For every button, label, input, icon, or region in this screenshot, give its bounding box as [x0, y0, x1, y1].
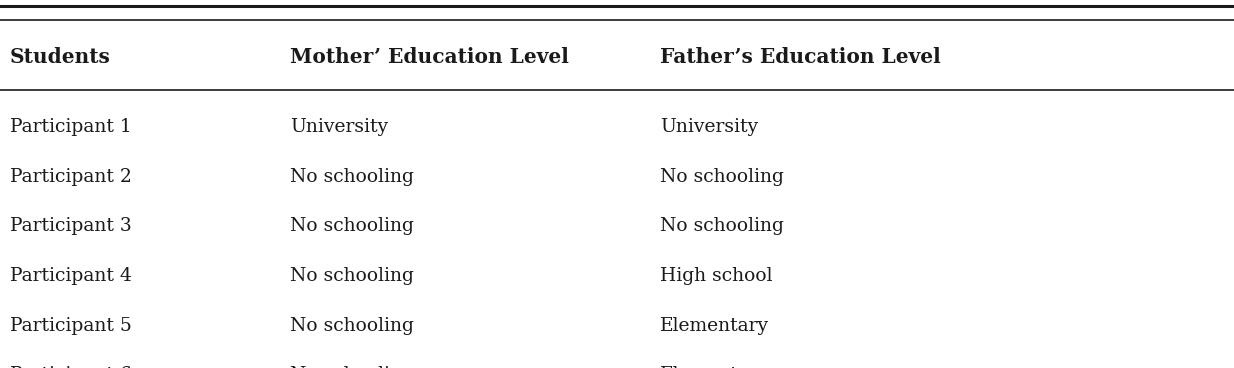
Text: Participant 6: Participant 6: [10, 367, 132, 368]
Text: No schooling: No schooling: [290, 217, 413, 235]
Text: Participant 2: Participant 2: [10, 168, 132, 185]
Text: Mother’ Education Level: Mother’ Education Level: [290, 47, 569, 67]
Text: Students: Students: [10, 47, 111, 67]
Text: Elementary: Elementary: [660, 317, 769, 335]
Text: Participant 4: Participant 4: [10, 267, 132, 285]
Text: Participant 5: Participant 5: [10, 317, 132, 335]
Text: Father’s Education Level: Father’s Education Level: [660, 47, 942, 67]
Text: No schooling: No schooling: [290, 317, 413, 335]
Text: University: University: [290, 118, 389, 136]
Text: Participant 1: Participant 1: [10, 118, 132, 136]
Text: High school: High school: [660, 267, 772, 285]
Text: No schooling: No schooling: [660, 168, 784, 185]
Text: No schooling: No schooling: [290, 367, 413, 368]
Text: No schooling: No schooling: [290, 168, 413, 185]
Text: University: University: [660, 118, 759, 136]
Text: Participant 3: Participant 3: [10, 217, 132, 235]
Text: No schooling: No schooling: [290, 267, 413, 285]
Text: No schooling: No schooling: [660, 217, 784, 235]
Text: Elementary: Elementary: [660, 367, 769, 368]
